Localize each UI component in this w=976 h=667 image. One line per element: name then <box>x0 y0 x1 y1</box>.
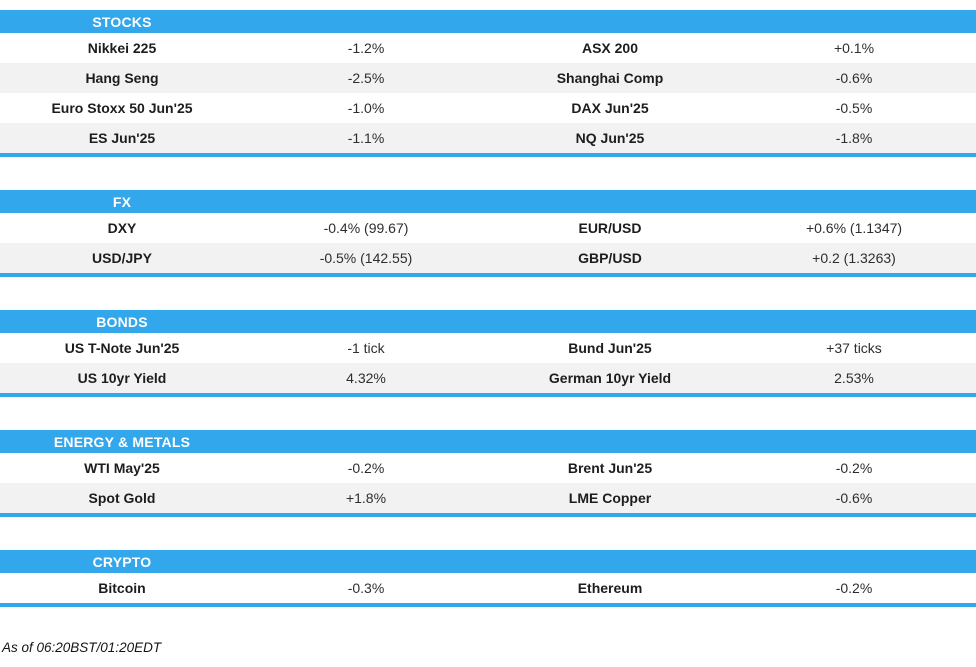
instrument-value-right: +37 ticks <box>826 340 882 356</box>
section-header-bar: ENERGY & METALS <box>0 430 976 453</box>
instrument-label-right: GBP/USD <box>578 250 642 266</box>
instrument-label-right: Bund Jun'25 <box>568 340 652 356</box>
section-title-bonds: BONDS <box>96 313 148 330</box>
instrument-label-right: Shanghai Comp <box>556 70 664 86</box>
instrument-value-right: -0.5% <box>835 100 873 116</box>
section-rows: US T-Note Jun'25 -1 tick Bund Jun'25 +37… <box>0 333 976 393</box>
section-title-fx: FX <box>112 193 132 210</box>
market-row: ES Jun'25 -1.1% NQ Jun'25 -1.8% <box>0 123 976 153</box>
instrument-label-right: German 10yr Yield <box>548 370 672 386</box>
market-row: US T-Note Jun'25 -1 tick Bund Jun'25 +37… <box>0 333 976 363</box>
section-divider <box>0 603 976 607</box>
section-stocks: STOCKS Nikkei 225 -1.2% ASX 200 +0.1% Ha… <box>0 10 976 157</box>
as-of-timestamp: As of 06:20BST/01:20EDT <box>2 640 162 655</box>
section-header-bar: BONDS <box>0 310 976 333</box>
instrument-value-left: -0.3% <box>347 580 385 596</box>
instrument-value-right: +0.6% (1.1347) <box>805 220 903 236</box>
section-energy-metals: ENERGY & METALS WTI May'25 -0.2% Brent J… <box>0 430 976 517</box>
section-divider <box>0 273 976 277</box>
instrument-label-left: DXY <box>107 220 137 236</box>
instrument-value-right: -0.6% <box>835 70 873 86</box>
instrument-label-left: Bitcoin <box>98 580 146 596</box>
instrument-value-left: -1.2% <box>347 40 385 56</box>
instrument-label-left: Nikkei 225 <box>87 40 157 56</box>
market-row: USD/JPY -0.5% (142.55) GBP/USD +0.2 (1.3… <box>0 243 976 273</box>
instrument-value-left: -0.2% <box>347 460 385 476</box>
section-rows: Bitcoin -0.3% Ethereum -0.2% <box>0 573 976 603</box>
instrument-label-left: Euro Stoxx 50 Jun'25 <box>51 100 193 116</box>
section-rows: WTI May'25 -0.2% Brent Jun'25 -0.2% Spot… <box>0 453 976 513</box>
instrument-label-left: US 10yr Yield <box>77 370 167 386</box>
instrument-value-right: 2.53% <box>834 370 874 386</box>
market-row: Euro Stoxx 50 Jun'25 -1.0% DAX Jun'25 -0… <box>0 93 976 123</box>
instrument-value-right: -0.2% <box>835 580 873 596</box>
section-divider <box>0 393 976 397</box>
section-bonds: BONDS US T-Note Jun'25 -1 tick Bund Jun'… <box>0 310 976 397</box>
market-row: Spot Gold +1.8% LME Copper -0.6% <box>0 483 976 513</box>
instrument-label-right: EUR/USD <box>578 220 642 236</box>
section-rows: DXY -0.4% (99.67) EUR/USD +0.6% (1.1347)… <box>0 213 976 273</box>
instrument-value-right: +0.2 (1.3263) <box>812 250 896 266</box>
section-rows: Nikkei 225 -1.2% ASX 200 +0.1% Hang Seng… <box>0 33 976 153</box>
section-divider <box>0 153 976 157</box>
instrument-value-right: +0.1% <box>833 40 875 56</box>
instrument-value-left: 4.32% <box>346 370 386 386</box>
instrument-label-left: US T-Note Jun'25 <box>64 340 180 356</box>
market-row: Bitcoin -0.3% Ethereum -0.2% <box>0 573 976 603</box>
instrument-value-right: -0.2% <box>835 460 873 476</box>
instrument-label-left: WTI May'25 <box>84 460 160 476</box>
section-divider <box>0 513 976 517</box>
instrument-label-right: Ethereum <box>577 580 643 596</box>
instrument-value-left: -1 tick <box>347 340 385 356</box>
instrument-label-left: USD/JPY <box>92 250 152 266</box>
instrument-label-left: Spot Gold <box>88 490 156 506</box>
section-title-crypto: CRYPTO <box>92 553 152 570</box>
instrument-value-left: -0.4% (99.67) <box>323 220 409 236</box>
market-row: Nikkei 225 -1.2% ASX 200 +0.1% <box>0 33 976 63</box>
instrument-value-left: -1.1% <box>347 130 385 146</box>
instrument-value-right: -0.6% <box>835 490 873 506</box>
instrument-label-left: ES Jun'25 <box>88 130 156 146</box>
instrument-value-left: +1.8% <box>345 490 387 506</box>
instrument-label-right: DAX Jun'25 <box>571 100 649 116</box>
market-row: WTI May'25 -0.2% Brent Jun'25 -0.2% <box>0 453 976 483</box>
section-title-stocks: STOCKS <box>92 13 152 30</box>
market-row: Hang Seng -2.5% Shanghai Comp -0.6% <box>0 63 976 93</box>
section-fx: FX DXY -0.4% (99.67) EUR/USD +0.6% (1.13… <box>0 190 976 277</box>
sections-container: STOCKS Nikkei 225 -1.2% ASX 200 +0.1% Ha… <box>0 10 976 607</box>
instrument-label-right: ASX 200 <box>581 40 639 56</box>
instrument-label-left: Hang Seng <box>85 70 159 86</box>
instrument-value-left: -1.0% <box>347 100 385 116</box>
instrument-label-right: Brent Jun'25 <box>567 460 653 476</box>
instrument-value-left: -0.5% (142.55) <box>319 250 413 266</box>
market-row: DXY -0.4% (99.67) EUR/USD +0.6% (1.1347) <box>0 213 976 243</box>
instrument-value-right: -1.8% <box>835 130 873 146</box>
market-row: US 10yr Yield 4.32% German 10yr Yield 2.… <box>0 363 976 393</box>
section-header-bar: FX <box>0 190 976 213</box>
instrument-label-right: LME Copper <box>568 490 652 506</box>
section-title-energy-metals: ENERGY & METALS <box>53 433 191 450</box>
section-crypto: CRYPTO Bitcoin -0.3% Ethereum -0.2% <box>0 550 976 607</box>
section-header-bar: CRYPTO <box>0 550 976 573</box>
instrument-label-right: NQ Jun'25 <box>575 130 645 146</box>
section-header-bar: STOCKS <box>0 10 976 33</box>
instrument-value-left: -2.5% <box>347 70 385 86</box>
